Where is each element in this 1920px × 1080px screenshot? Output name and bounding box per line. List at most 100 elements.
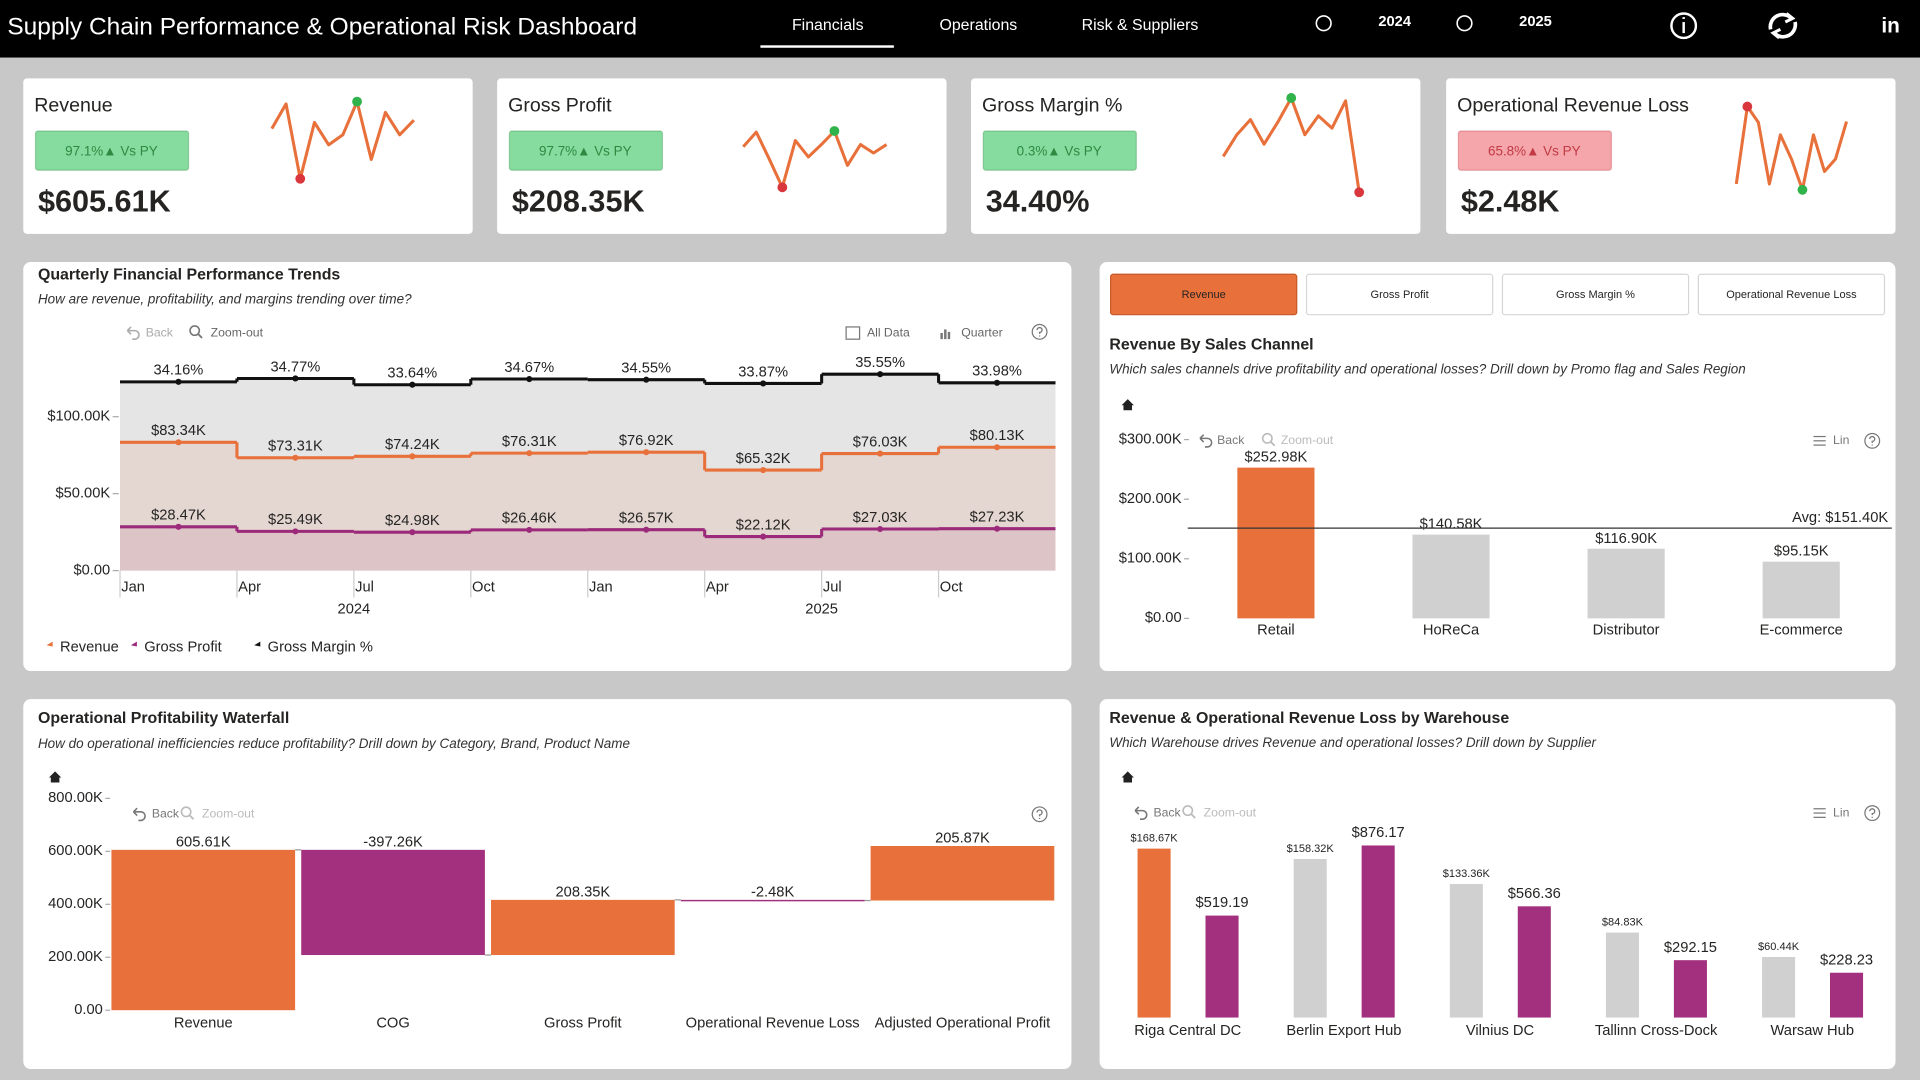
legend-label[interactable]: Gross Profit bbox=[144, 640, 222, 656]
toolbar-button[interactable]: Lin bbox=[1833, 805, 1850, 819]
waterfall-bar[interactable] bbox=[491, 899, 675, 956]
x-tick-label: Distributor bbox=[1593, 622, 1660, 638]
zoom-icon[interactable] bbox=[1261, 432, 1273, 444]
metric-tab[interactable] bbox=[1110, 273, 1298, 316]
x-tick-label: Operational Revenue Loss bbox=[686, 1014, 860, 1031]
data-label: $28.47K bbox=[151, 508, 206, 524]
zoom-icon[interactable] bbox=[180, 806, 192, 818]
point-marker bbox=[877, 371, 884, 378]
toolbar-button[interactable]: Zoom-out bbox=[211, 325, 264, 339]
back-icon[interactable] bbox=[1199, 434, 1213, 448]
legend-label[interactable]: Gross Margin % bbox=[268, 640, 373, 656]
toolbar-button[interactable]: Zoom-out bbox=[1204, 805, 1257, 819]
metric-tab-label[interactable]: Gross Margin % bbox=[1556, 289, 1635, 301]
data-label: $76.92K bbox=[619, 433, 674, 449]
waterfall-bar[interactable] bbox=[301, 849, 485, 956]
back-icon[interactable] bbox=[132, 807, 146, 822]
home-icon[interactable] bbox=[48, 771, 62, 783]
sparkline-max-marker bbox=[1286, 93, 1297, 103]
metric-tab-label[interactable]: Revenue bbox=[1182, 289, 1226, 301]
area-segment bbox=[470, 529, 588, 571]
data-label: $22.12K bbox=[736, 517, 791, 533]
help-icon[interactable] bbox=[1864, 805, 1881, 822]
bar[interactable] bbox=[1412, 534, 1490, 619]
refresh-icon[interactable] bbox=[1768, 12, 1798, 40]
y-tick-label: $50.00K bbox=[55, 486, 110, 502]
bar[interactable] bbox=[1605, 932, 1639, 1018]
data-label: $27.03K bbox=[853, 510, 908, 526]
kpi-label: Revenue bbox=[34, 95, 112, 117]
point-marker bbox=[643, 449, 650, 456]
toolbar-button[interactable]: All Data bbox=[867, 325, 910, 339]
kpi-label: Gross Margin % bbox=[982, 95, 1122, 117]
panel-subtitle: Which sales channels drive profitability… bbox=[1109, 361, 1745, 376]
bar[interactable] bbox=[1830, 972, 1864, 1018]
bar[interactable] bbox=[1673, 960, 1707, 1018]
bar[interactable] bbox=[1137, 848, 1171, 1018]
bar[interactable] bbox=[1205, 915, 1239, 1018]
kpi-label: Operational Revenue Loss bbox=[1457, 95, 1689, 117]
year-label[interactable]: 2024 bbox=[1378, 14, 1412, 30]
home-icon[interactable] bbox=[1121, 771, 1134, 783]
nav-tab[interactable]: Operations bbox=[939, 17, 1017, 34]
kpi-value: $2.48K bbox=[1461, 184, 1560, 218]
area-segment bbox=[938, 528, 1056, 571]
metric-tab[interactable] bbox=[1697, 273, 1886, 316]
bars-icon bbox=[940, 329, 951, 340]
x-tick-label: Berlin Export Hub bbox=[1286, 1023, 1401, 1039]
toolbar-button[interactable]: Zoom-out bbox=[202, 807, 255, 821]
x-tick-label: Jan bbox=[121, 580, 145, 596]
area-segment bbox=[353, 384, 471, 571]
data-label: $116.90K bbox=[1595, 531, 1657, 547]
bar[interactable] bbox=[1361, 845, 1395, 1018]
data-label: $566.36 bbox=[1508, 886, 1561, 902]
waterfall-bar[interactable] bbox=[680, 899, 865, 902]
toolbar-button[interactable]: Back bbox=[1217, 433, 1245, 447]
info-icon[interactable] bbox=[1670, 12, 1698, 40]
area-segment bbox=[470, 379, 588, 571]
bar[interactable] bbox=[1587, 548, 1665, 619]
zoom-icon bbox=[189, 814, 195, 820]
year-radio[interactable] bbox=[1315, 15, 1332, 32]
metric-tab[interactable] bbox=[1501, 273, 1690, 316]
back-icon[interactable] bbox=[1134, 806, 1148, 820]
zoom-icon[interactable] bbox=[189, 325, 201, 337]
legend-label[interactable]: Revenue bbox=[60, 640, 119, 656]
waterfall-bar[interactable] bbox=[870, 846, 1055, 901]
kpi-badge bbox=[508, 130, 664, 171]
linkedin-icon[interactable]: in bbox=[1881, 14, 1899, 37]
bar[interactable] bbox=[1762, 957, 1796, 1018]
bar[interactable] bbox=[1293, 858, 1327, 1018]
toolbar-button[interactable]: Back bbox=[1153, 805, 1181, 819]
year-radio[interactable] bbox=[1456, 15, 1473, 32]
toolbar-button[interactable]: Back bbox=[152, 807, 180, 821]
year-label[interactable]: 2025 bbox=[1519, 14, 1552, 30]
toolbar-button[interactable]: Quarter bbox=[961, 325, 1002, 339]
nav-tab[interactable]: Risk & Suppliers bbox=[1082, 17, 1199, 34]
bar[interactable] bbox=[1517, 906, 1551, 1018]
nav-tab[interactable]: Financials bbox=[792, 17, 864, 34]
back-icon[interactable] bbox=[126, 326, 140, 340]
toolbar-button[interactable]: Back bbox=[146, 325, 174, 339]
y-tick-label: $300.00K bbox=[1119, 431, 1182, 447]
panel-subtitle: Which Warehouse drives Revenue and opera… bbox=[1109, 735, 1596, 750]
area-segment bbox=[704, 470, 822, 571]
area-segment bbox=[704, 536, 822, 571]
bar[interactable] bbox=[1762, 561, 1840, 619]
bar[interactable] bbox=[1449, 883, 1483, 1018]
toolbar-button[interactable]: Lin bbox=[1833, 433, 1850, 447]
metric-tab-label[interactable]: Operational Revenue Loss bbox=[1726, 289, 1857, 301]
toolbar-button[interactable]: Zoom-out bbox=[1281, 433, 1334, 447]
bar[interactable] bbox=[1237, 467, 1315, 619]
metric-tab-label[interactable]: Gross Profit bbox=[1371, 289, 1429, 301]
waterfall-bar[interactable] bbox=[111, 849, 296, 1011]
data-label: $292.15 bbox=[1664, 940, 1717, 956]
metric-tab[interactable] bbox=[1305, 273, 1494, 316]
zoom-icon[interactable] bbox=[1182, 805, 1194, 817]
data-label: $168.67K bbox=[1130, 833, 1178, 845]
help-icon[interactable] bbox=[1864, 432, 1881, 449]
x-tick-label: COG bbox=[376, 1014, 409, 1031]
home-icon[interactable] bbox=[1121, 399, 1134, 411]
help-icon[interactable] bbox=[1031, 806, 1048, 823]
help-icon[interactable] bbox=[1031, 323, 1048, 340]
